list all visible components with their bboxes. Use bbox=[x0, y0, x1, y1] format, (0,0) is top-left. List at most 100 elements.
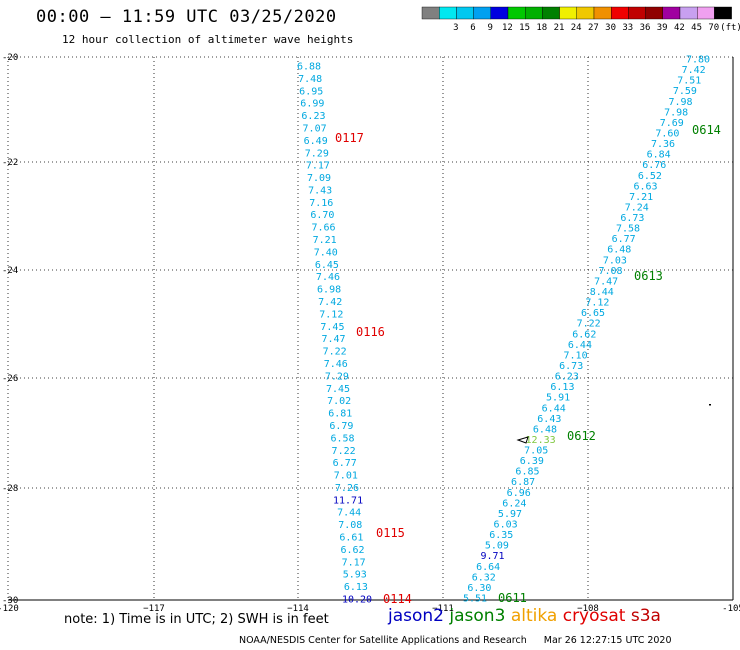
credit-text: NOAA/NESDIS Center for Satellite Applica… bbox=[239, 635, 527, 646]
lon-tick-label: -105 bbox=[722, 604, 740, 614]
legend-swatch-label: 15 bbox=[519, 23, 530, 33]
pass-time-label: 0612 bbox=[567, 429, 596, 443]
wave-height-value: 7.24 bbox=[625, 202, 649, 213]
wave-height-value: 5.97 bbox=[498, 509, 522, 520]
legend-swatch bbox=[542, 6, 560, 20]
wave-height-value: 6.44 bbox=[568, 340, 592, 351]
wave-height-value: 7.12 bbox=[585, 298, 609, 309]
lat-tick-label: -22 bbox=[2, 158, 18, 168]
wave-height-value: 6.63 bbox=[633, 181, 657, 192]
wave-height-value: 5.09 bbox=[485, 541, 509, 552]
wave-height-value: 7.98 bbox=[664, 107, 688, 118]
legend-swatch-label: 12 bbox=[502, 23, 513, 33]
wave-height-value: 6.77 bbox=[333, 458, 357, 469]
wave-height-value: 7.09 bbox=[307, 173, 331, 184]
wave-height-value: 7.80 bbox=[686, 55, 710, 66]
sat-label-altika: altika bbox=[510, 606, 558, 626]
legend-swatch-label: 45 bbox=[691, 23, 702, 33]
wave-height-value: 6.96 bbox=[507, 488, 531, 499]
wave-height-value: 10.20 bbox=[342, 595, 372, 606]
legend-swatch bbox=[628, 6, 646, 20]
wave-height-value: 5.51 bbox=[463, 594, 487, 605]
wave-height-value: 7.40 bbox=[314, 247, 338, 258]
wave-height-value: 7.29 bbox=[305, 148, 329, 159]
wave-height-value: 6.64 bbox=[476, 562, 500, 573]
wave-height-value: 7.29 bbox=[325, 371, 349, 382]
wave-height-value: 7.47 bbox=[594, 276, 618, 287]
wave-height-value: 6.49 bbox=[304, 136, 328, 147]
axis-tick-labels: -120 −117 −114 −111 −108 -105 -20 -22 -24 -26 -28 -… bbox=[0, 53, 740, 614]
wave-height-value: 6.62 bbox=[340, 545, 364, 556]
wave-height-value: 6.65 bbox=[581, 308, 605, 319]
wave-height-value: 7.42 bbox=[682, 65, 706, 76]
footer-note: note: 1) Time is in UTC; 2) SWH is in fe… bbox=[64, 612, 329, 627]
wave-height-value: 6.87 bbox=[511, 477, 535, 488]
legend-swatch bbox=[439, 6, 457, 20]
pass-time-label: 0614 bbox=[692, 123, 721, 137]
wave-height-value: 7.02 bbox=[327, 396, 351, 407]
color-scale-legend: 3 6 9 12 15 18 21 24 27 30 33 36 39 42 45 70 (ft) bbox=[421, 6, 740, 33]
wave-height-value: 7.66 bbox=[311, 223, 335, 234]
credit-line: NOAA/NESDIS Center for Satellite Applica… bbox=[239, 635, 672, 646]
legend-swatch-label: 3 bbox=[453, 23, 458, 33]
wave-height-value: 6.52 bbox=[638, 171, 662, 182]
wave-height-value: 7.17 bbox=[306, 161, 330, 172]
wave-height-value: 11.71 bbox=[333, 495, 363, 506]
legend-swatch bbox=[714, 6, 732, 20]
wave-height-value: 7.08 bbox=[338, 520, 362, 531]
wave-height-value: 6.70 bbox=[310, 210, 334, 221]
sat-label-jason2: jason2 bbox=[388, 606, 444, 626]
lat-tick-label: -30 bbox=[2, 596, 18, 606]
legend-swatch-label: 30 bbox=[605, 23, 616, 33]
wave-height-value: 6.23 bbox=[555, 372, 579, 383]
lat-lon-grid bbox=[7, 56, 734, 601]
wave-height-value: 6.58 bbox=[330, 433, 354, 444]
wave-height-value: 7.22 bbox=[577, 319, 601, 330]
wave-height-value: 6.13 bbox=[344, 582, 368, 593]
wave-height-value: 5.91 bbox=[546, 393, 570, 404]
lon-tick-label: −108 bbox=[577, 604, 599, 614]
legend-swatch bbox=[593, 6, 612, 20]
legend-swatch bbox=[559, 6, 577, 20]
wave-height-value: 7.12 bbox=[319, 309, 343, 320]
wave-height-value: 6.30 bbox=[467, 583, 491, 594]
wave-height-value: 7.07 bbox=[303, 123, 327, 134]
map-title: 00:00 – 11:59 UTC 03/25/2020 bbox=[36, 7, 337, 27]
legend-swatch bbox=[473, 6, 492, 20]
wave-height-value: 7.51 bbox=[677, 76, 701, 87]
lon-tick-label: −117 bbox=[143, 604, 165, 614]
map-marks bbox=[516, 404, 711, 444]
legend-swatch-label: 18 bbox=[536, 23, 547, 33]
legend-swatch-label: 42 bbox=[674, 23, 685, 33]
legend-swatch bbox=[611, 6, 629, 20]
pass-time-label: 0611 bbox=[498, 591, 527, 605]
island-dot bbox=[709, 404, 711, 406]
wave-height-value: 6.39 bbox=[520, 456, 544, 467]
wave-height-value: 7.03 bbox=[603, 255, 627, 266]
legend-swatch-label: 6 bbox=[470, 23, 475, 33]
wave-height-value: 12.33 bbox=[526, 435, 556, 446]
map-subtitle: 12 hour collection of altimeter wave hei… bbox=[62, 33, 354, 46]
legend-swatch-label: (ft) bbox=[720, 23, 740, 33]
wave-height-value: 7.26 bbox=[335, 483, 359, 494]
legend-swatch-label: 33 bbox=[622, 23, 633, 33]
legend-swatch bbox=[697, 6, 715, 20]
legend-swatch-label: 27 bbox=[588, 23, 599, 33]
wave-height-value: 7.58 bbox=[616, 224, 640, 235]
wave-height-value: 6.48 bbox=[533, 424, 557, 435]
wave-height-value: 6.03 bbox=[494, 520, 518, 531]
wave-height-value: 7.17 bbox=[342, 557, 366, 568]
sat-label-cryosat: cryosat bbox=[562, 606, 626, 626]
legend-swatch-label: 39 bbox=[657, 23, 668, 33]
track-west: 6.887.486.956.996.237.076.497.297.177.09… bbox=[297, 62, 412, 607]
wave-height-value: 6.88 bbox=[297, 62, 321, 73]
satellite-legend: jason2 jason3 altika cryosat s3a bbox=[388, 606, 661, 626]
wave-height-value: 6.85 bbox=[515, 467, 539, 478]
wave-height-value: 6.73 bbox=[559, 361, 583, 372]
lon-tick-label: −114 bbox=[287, 604, 309, 614]
lat-tick-label: -28 bbox=[2, 484, 18, 494]
wave-height-value: 7.43 bbox=[308, 185, 332, 196]
wave-height-value: 6.95 bbox=[299, 86, 323, 97]
wave-height-value: 7.59 bbox=[673, 86, 697, 97]
generated-timestamp: Mar 26 12:27:15 UTC 2020 bbox=[543, 635, 672, 646]
